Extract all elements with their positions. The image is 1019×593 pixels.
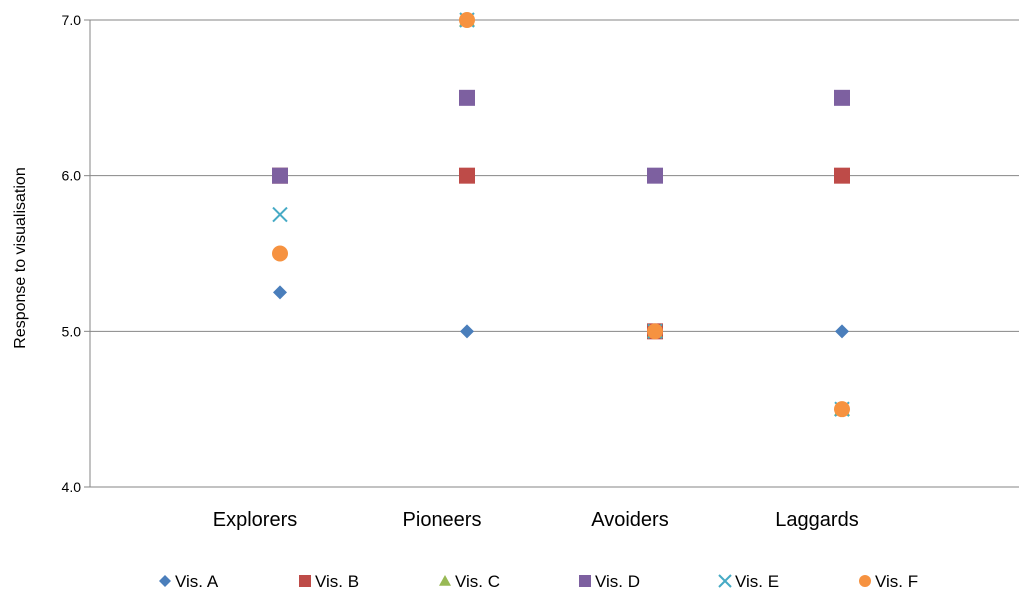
x-category-label: Laggards [775,509,858,531]
data-point [273,285,287,300]
legend-label: Vis. E [735,572,779,591]
legend-marker [159,575,171,587]
x-category-label: Avoiders [591,509,668,531]
legend: Vis. A Vis. B Vis. C Vis. D Vis. E Vis. F [159,572,918,591]
x-category-label: Explorers [213,509,297,531]
data-point [834,401,850,418]
y-tick-label: 6.0 [62,168,82,184]
legend-label: Vis. A [175,572,219,591]
gridlines [84,19,1019,488]
category-labels: Explorers Pioneers Avoiders Laggards [213,509,859,531]
x-category-label: Pioneers [403,509,482,531]
data-point [460,324,474,339]
y-tick-label: 5.0 [62,323,82,339]
legend-label: Vis. F [875,572,918,591]
legend-marker [579,575,591,587]
y-tick-label: 4.0 [62,479,82,495]
legend-marker [439,575,451,586]
y-axis-title: Response to visualisation [12,167,29,348]
legend-marker [859,575,871,587]
data-point [647,167,663,184]
y-tick-labels: 4.0 5.0 6.0 7.0 [62,12,82,495]
data-point [647,323,663,340]
data-point [459,12,475,28]
legend-label: Vis. B [315,572,359,591]
data-point [272,167,288,184]
data-point [272,245,288,262]
y-tick-label: 7.0 [62,12,82,28]
legend-label: Vis. D [595,572,640,591]
legend-marker [718,574,732,588]
data-point [834,167,850,184]
data-points [272,12,850,418]
data-point [272,206,288,223]
data-point [459,167,475,184]
data-point [835,324,849,339]
data-point [459,89,475,106]
legend-marker [299,575,311,587]
legend-label: Vis. C [455,572,500,591]
data-point [834,89,850,106]
